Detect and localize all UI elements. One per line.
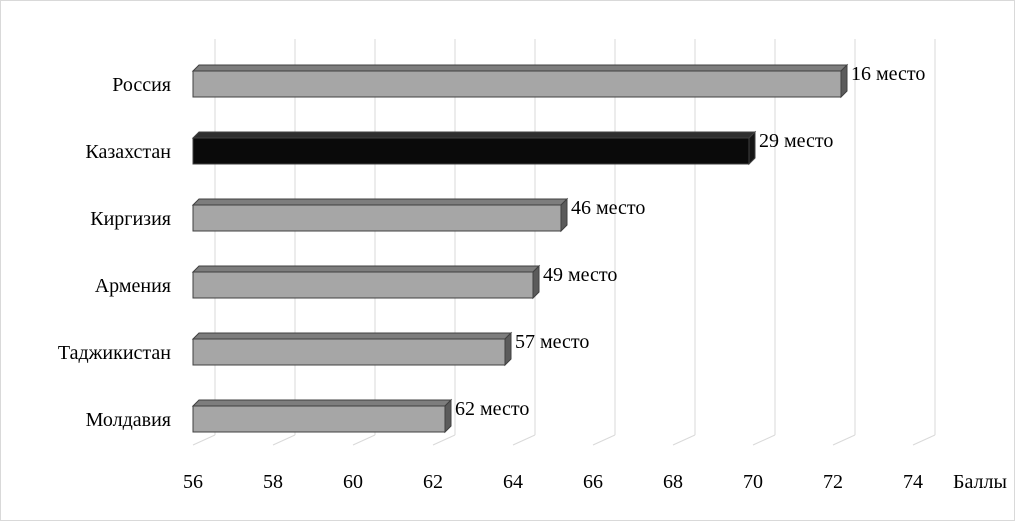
bar [191,331,513,367]
bar-end-face [560,197,568,233]
bar-top-face [191,64,849,72]
bar [191,197,569,233]
data-label: 49 место [543,264,617,286]
data-label: 29 место [759,130,833,152]
bar-end-face [532,264,540,300]
bar-front-face [192,271,534,299]
data-label: 62 место [455,398,529,420]
category-label: Молдавия [86,409,171,431]
gridline-floor [192,434,216,446]
gridline-floor [432,434,456,446]
gridlines [192,39,936,446]
gridline-floor [832,434,856,446]
x-tick-label: 58 [263,471,283,493]
bar-front-face [192,204,562,232]
bar-end-face [748,130,756,166]
x-tick-label: 60 [343,471,363,493]
bar-front-face [192,405,446,433]
category-label: Киргизия [90,208,171,230]
bar [191,398,453,434]
labels: 56 58 60 62 64 66 68 70 72 74 Россия 16 место Казахс… [58,63,926,493]
bar [191,130,757,166]
category-label: Армения [95,275,171,297]
x-tick-label: 74 [903,471,923,493]
bar [191,264,541,300]
bar-front-face [192,137,750,165]
bar-top-face [191,399,453,407]
bar-front-face [192,70,842,98]
category-label: Россия [112,74,171,96]
bar-top-face [191,265,541,273]
gridline-floor [272,434,296,446]
bar-end-face [504,331,512,367]
x-tick-label: 70 [743,471,763,493]
data-label: 16 место [851,63,925,85]
bar-top-face [191,198,569,206]
x-tick-label: 66 [583,471,603,493]
category-label: Таджикистан [58,342,171,364]
gridline-floor [592,434,616,446]
x-tick-label: 62 [423,471,443,493]
gridline-floor [672,434,696,446]
bar-end-face [444,398,452,434]
gridline-floor [912,434,936,446]
bar-front-face [192,338,506,366]
x-tick-label: 68 [663,471,683,493]
gridline-floor [352,434,376,446]
bar-top-face [191,131,757,139]
bar [191,63,849,99]
x-tick-label: 64 [503,471,523,493]
gridline-floor [512,434,536,446]
data-label: 46 место [571,197,645,219]
data-label: 57 место [515,331,589,353]
bar-end-face [840,63,848,99]
bars [191,63,849,434]
category-label: Казахстан [85,141,171,163]
bar-top-face [191,332,513,340]
x-tick-label: 72 [823,471,843,493]
x-tick-label: 56 [183,471,203,493]
gridline-floor [752,434,776,446]
x-axis-title: Баллы [953,471,1007,493]
